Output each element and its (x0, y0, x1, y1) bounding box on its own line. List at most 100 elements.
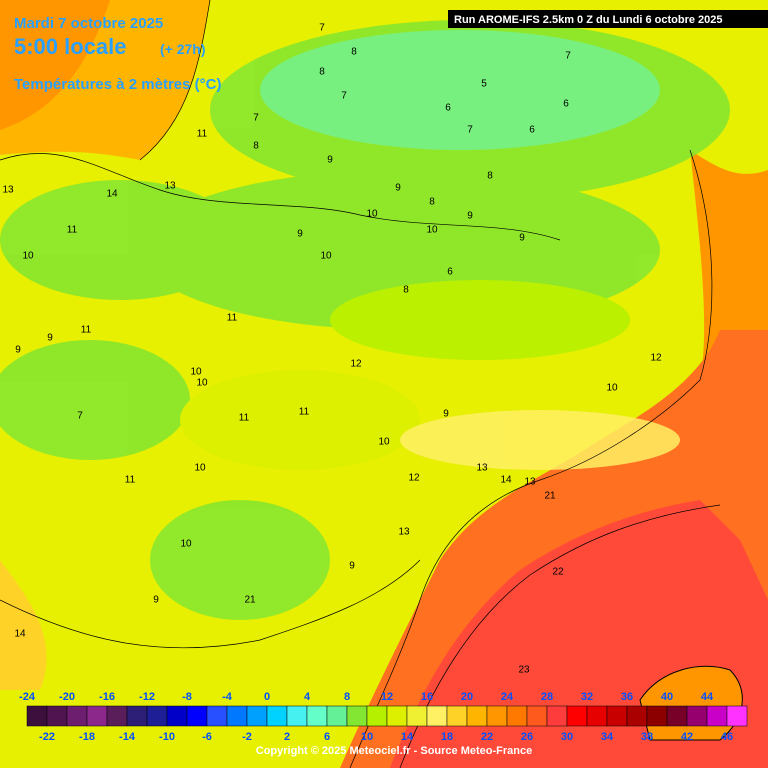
colorbar: -24-22-20-18-16-14-12-10-8-6-4-202468101… (19, 691, 748, 743)
color-swatch (506, 705, 528, 727)
color-swatch (526, 705, 548, 727)
colorbar-tick-label: 24 (501, 691, 514, 703)
color-swatch (646, 705, 668, 727)
temperature-label: 8 (429, 197, 435, 208)
temperature-label: 10 (180, 539, 192, 550)
color-swatch (186, 705, 208, 727)
temperature-label: 14 (106, 189, 118, 200)
color-swatch (726, 705, 748, 727)
temperature-label: 23 (518, 665, 530, 676)
color-swatch (566, 705, 588, 727)
colorbar-tick-label: 18 (441, 731, 453, 743)
run-banner (448, 10, 768, 28)
temperature-label: 7 (341, 91, 347, 102)
colorbar-tick-label: 6 (324, 731, 330, 743)
temperature-label: 6 (563, 99, 569, 110)
warm-region (0, 560, 47, 690)
temperature-label: 5 (481, 79, 487, 90)
colorbar-tick-label: 22 (481, 731, 493, 743)
temperature-label: 7 (565, 51, 571, 62)
temperature-label: 9 (467, 211, 473, 222)
temperature-label: 8 (351, 47, 357, 58)
temperature-label: 21 (544, 491, 556, 502)
temperature-label: 10 (190, 367, 202, 378)
color-swatch (626, 705, 648, 727)
map-labels: 7 8 8 7 6 5 7 8 7 6 6 11 8 9 7 9 10 9 8 10 9 6 8 9 10 11 10 9 11 9 10 7… (2, 23, 662, 676)
colorbar-tick-label: -2 (242, 731, 252, 743)
color-swatch (346, 705, 368, 727)
temperature-label: 12 (350, 359, 362, 370)
temperature-label: 6 (447, 267, 453, 278)
color-swatch (306, 705, 328, 727)
colorbar-tick-label: -6 (202, 731, 212, 743)
temperature-label: 12 (408, 473, 420, 484)
colorbar-tick-label: 44 (701, 691, 714, 703)
temperature-label: 13 (476, 463, 488, 474)
temperature-label: 22 (552, 567, 564, 578)
colorbar-tick-label: 20 (461, 691, 473, 703)
color-swatch (206, 705, 228, 727)
colorbar-tick-label: -18 (79, 731, 95, 743)
color-swatch (446, 705, 468, 727)
colorbar-tick-label: 14 (401, 731, 414, 743)
temperature-label: 7 (319, 23, 325, 34)
temperature-label: 10 (196, 378, 208, 389)
contours (0, 0, 721, 769)
color-swatch (166, 705, 188, 727)
temperature-label: 9 (153, 595, 159, 606)
colorbar-tick-label: 4 (304, 691, 311, 703)
colorbar-tick-label: 0 (264, 691, 270, 703)
temperature-label: 9 (443, 409, 449, 420)
color-swatch (666, 705, 688, 727)
colorbar-tick-label: 32 (581, 691, 593, 703)
colorbar-tick-label: -14 (119, 731, 136, 743)
colorbar-tick-label: -12 (139, 691, 155, 703)
colorbar-tick-label: 28 (541, 691, 553, 703)
run-info: Run AROME-IFS 2.5km 0 Z du Lundi 6 octob… (454, 14, 723, 26)
warm-region (0, 0, 110, 130)
colorbar-tick-label: -20 (59, 691, 75, 703)
color-swatch (286, 705, 308, 727)
temperature-label: 11 (239, 413, 250, 424)
temperature-label: 10 (606, 383, 618, 394)
color-swatch (326, 705, 348, 727)
color-swatch (226, 705, 248, 727)
color-swatch (46, 705, 68, 727)
temperature-label: 6 (529, 125, 535, 136)
colorbar-tick-label: 16 (421, 691, 433, 703)
date: Mardi 7 octobre 2025 (14, 15, 163, 32)
temperature-label: 7 (253, 113, 259, 124)
color-swatch (406, 705, 428, 727)
color-swatch (546, 705, 568, 727)
color-swatch (146, 705, 168, 727)
color-swatch (486, 705, 508, 727)
field-name: Températures à 2 mètres (°C) (14, 76, 221, 93)
color-swatch (126, 705, 148, 727)
temperature-label: 10 (320, 251, 332, 262)
temperature-label: 10 (378, 437, 390, 448)
color-swatch (386, 705, 408, 727)
color-swatch (706, 705, 728, 727)
temperature-label: 8 (319, 67, 325, 78)
color-swatch (586, 705, 608, 727)
colorbar-tick-label: -16 (99, 691, 115, 703)
temperature-label: 11 (67, 225, 78, 236)
temperature-label: 9 (349, 561, 355, 572)
temperature-label: 13 (398, 527, 410, 538)
temperature-label: 11 (81, 325, 92, 336)
colorbar-tick-label: -22 (39, 731, 55, 743)
copyright: Copyright © 2025 Meteociel.fr - Source M… (256, 745, 532, 757)
color-swatch (426, 705, 448, 727)
color-swatch (26, 705, 48, 727)
temperature-label: 8 (253, 141, 259, 152)
colorbar-tick-label: 36 (621, 691, 633, 703)
colorbar-tick-label: 2 (284, 731, 290, 743)
colorbar-tick-label: -10 (159, 731, 175, 743)
temperature-label: 9 (395, 183, 401, 194)
color-swatch (106, 705, 128, 727)
cool-zones (0, 20, 730, 620)
color-swatch (366, 705, 388, 727)
temperature-label: 11 (197, 129, 208, 140)
color-swatch (246, 705, 268, 727)
